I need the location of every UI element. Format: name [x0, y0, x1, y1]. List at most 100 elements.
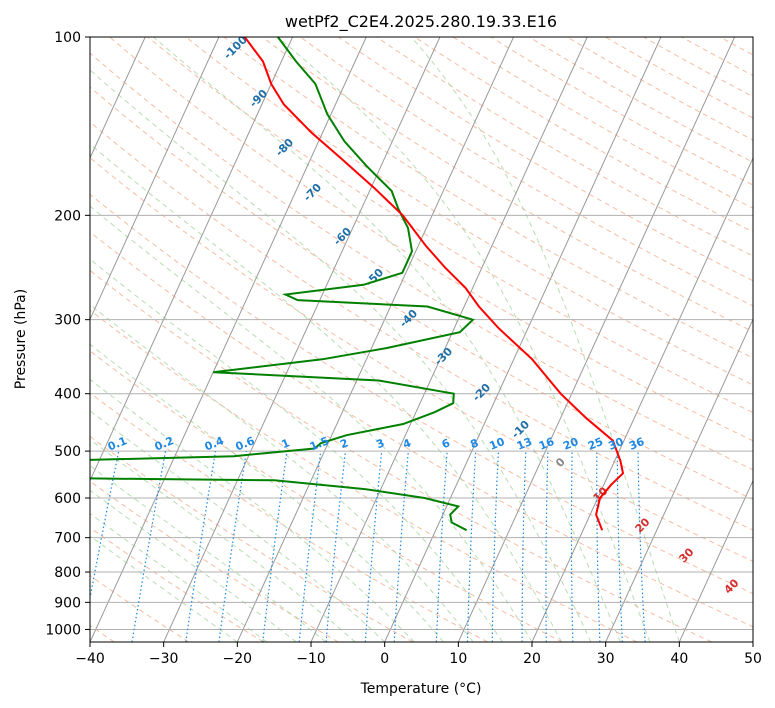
- mixing-ratio-line: [185, 451, 217, 642]
- mixing-ratio-labels: 0.1 0.2 0.4 0.6 1 1.5 2 3 4 6 8 10 13 16 20 25 30 36: [106, 434, 647, 454]
- x-axis-label: Temperature (°C): [360, 681, 482, 697]
- isotherm: [236, 37, 515, 642]
- moist-adiabat: [90, 205, 533, 642]
- isotherm: [163, 37, 441, 642]
- y-tick-label: 700: [54, 531, 81, 547]
- x-tick-label: 30: [597, 651, 615, 667]
- isotherm: [384, 37, 662, 642]
- dry-adiabat: [90, 52, 753, 471]
- plot-frame: [89, 36, 754, 643]
- moist-adiabat-label: 20: [633, 515, 653, 535]
- y-tick-label: 400: [54, 387, 81, 403]
- mixing-ratio-label: 25: [586, 435, 605, 453]
- mixing-ratio-label: 30: [606, 435, 625, 453]
- dry-adiabat: [90, 392, 488, 642]
- adiabat-lines: [90, 37, 753, 642]
- mixing-ratio-label: 16: [537, 435, 556, 453]
- isotherm: [90, 37, 294, 482]
- moist-adiabat: [90, 513, 268, 642]
- dry-adiabat: [90, 157, 753, 562]
- x-tick-label: 40: [670, 651, 688, 667]
- dry-adiabat: [90, 231, 753, 628]
- mixing-ratio-label: 1: [280, 436, 292, 451]
- moist-adiabat: [90, 378, 415, 642]
- x-tick-label: −30: [149, 651, 179, 667]
- mixing-ratio-line: [491, 451, 499, 642]
- y-tick-label: 1000: [45, 622, 81, 638]
- isotherm: [752, 640, 753, 642]
- y-tick-label: 200: [54, 208, 81, 224]
- y-tick-label: 100: [54, 30, 81, 46]
- x-axis-ticks: −40 −30 −20 −10 0 10 20 30 40 50: [75, 642, 762, 667]
- x-tick-label: 0: [380, 651, 389, 667]
- mixing-ratio-line: [570, 451, 574, 642]
- dry-adiabat: [490, 37, 753, 186]
- mixing-ratio-line: [596, 451, 601, 642]
- dry-adiabat: [90, 309, 638, 642]
- mixing-ratio-line: [298, 451, 322, 642]
- dry-adiabat: [719, 37, 753, 56]
- moist-adiabat: [90, 535, 238, 642]
- moist-adiabat: [90, 343, 444, 642]
- x-tick-label: −40: [75, 651, 105, 667]
- isobar-lines: [90, 37, 753, 630]
- mixing-ratio-label: 13: [515, 435, 534, 453]
- mixing-ratio-label: 36: [627, 435, 646, 453]
- mixing-ratio-label: 8: [468, 436, 480, 451]
- y-tick-label: 900: [54, 595, 81, 611]
- y-axis-label: Pressure (hPa): [13, 289, 29, 389]
- chart-title: wetPf2_C2E4.2025.280.19.33.E16: [285, 12, 557, 32]
- dry-adiabat: [90, 480, 339, 642]
- mixing-ratio-line: [325, 451, 347, 642]
- x-tick-label: 20: [523, 651, 541, 667]
- moist-adiabat: [90, 410, 386, 642]
- mixing-ratio-line: [218, 451, 247, 642]
- mixing-ratio-lines: [90, 450, 646, 642]
- isotherm: [90, 37, 146, 160]
- x-tick-label: −20: [223, 651, 253, 667]
- isotherm: [605, 318, 753, 642]
- y-axis-ticks: 100 200 300 400 500 600 700 800 900 1000: [45, 30, 90, 638]
- mixing-ratio-label: 3: [374, 436, 386, 451]
- dry-adiabat-label: -20: [470, 381, 493, 404]
- y-tick-label: 300: [54, 313, 81, 329]
- moist-adiabat: [90, 69, 592, 642]
- mixing-ratio-line: [435, 451, 448, 642]
- mixing-ratio-line: [364, 451, 383, 642]
- dry-adiabat: [90, 86, 753, 501]
- dry-adiabat: [452, 37, 753, 209]
- x-tick-label: 10: [449, 651, 467, 667]
- mixing-ratio-label: 0.4: [203, 434, 226, 453]
- dry-adiabat-label: -30: [432, 345, 455, 368]
- moist-adiabat: [153, 37, 621, 642]
- moist-adiabat: [90, 258, 503, 642]
- dry-adiabat: [90, 121, 753, 531]
- moist-adiabat-label: 30: [677, 545, 697, 565]
- dry-adiabat: [90, 435, 414, 642]
- dry-adiabat-label: -90: [247, 87, 270, 110]
- dry-adiabat: [300, 37, 753, 307]
- mixing-ratio-line: [262, 451, 288, 642]
- temperature-line: [243, 37, 625, 531]
- mixing-ratio-line: [616, 451, 623, 642]
- dry-adiabat: [90, 269, 712, 642]
- isotherm: [0, 37, 72, 642]
- dry-adiabat: [109, 37, 753, 442]
- dry-adiabat: [90, 350, 563, 642]
- dry-adiabat: [338, 37, 753, 282]
- moist-adiabat-label: 40: [722, 576, 742, 596]
- x-tick-label: −10: [296, 651, 326, 667]
- mixing-ratio-label: 4: [401, 436, 413, 451]
- dry-adiabat-label: -40: [397, 307, 420, 330]
- dry-adiabat-label: -60: [331, 225, 354, 248]
- mixing-ratio-line: [545, 451, 549, 642]
- moist-adiabat: [90, 489, 297, 642]
- mixing-ratio-label: 2: [338, 436, 350, 451]
- isotherm-lines: [0, 37, 753, 642]
- moist-adiabat: [90, 143, 562, 642]
- y-tick-label: 800: [54, 565, 81, 581]
- y-tick-label: 600: [54, 491, 81, 507]
